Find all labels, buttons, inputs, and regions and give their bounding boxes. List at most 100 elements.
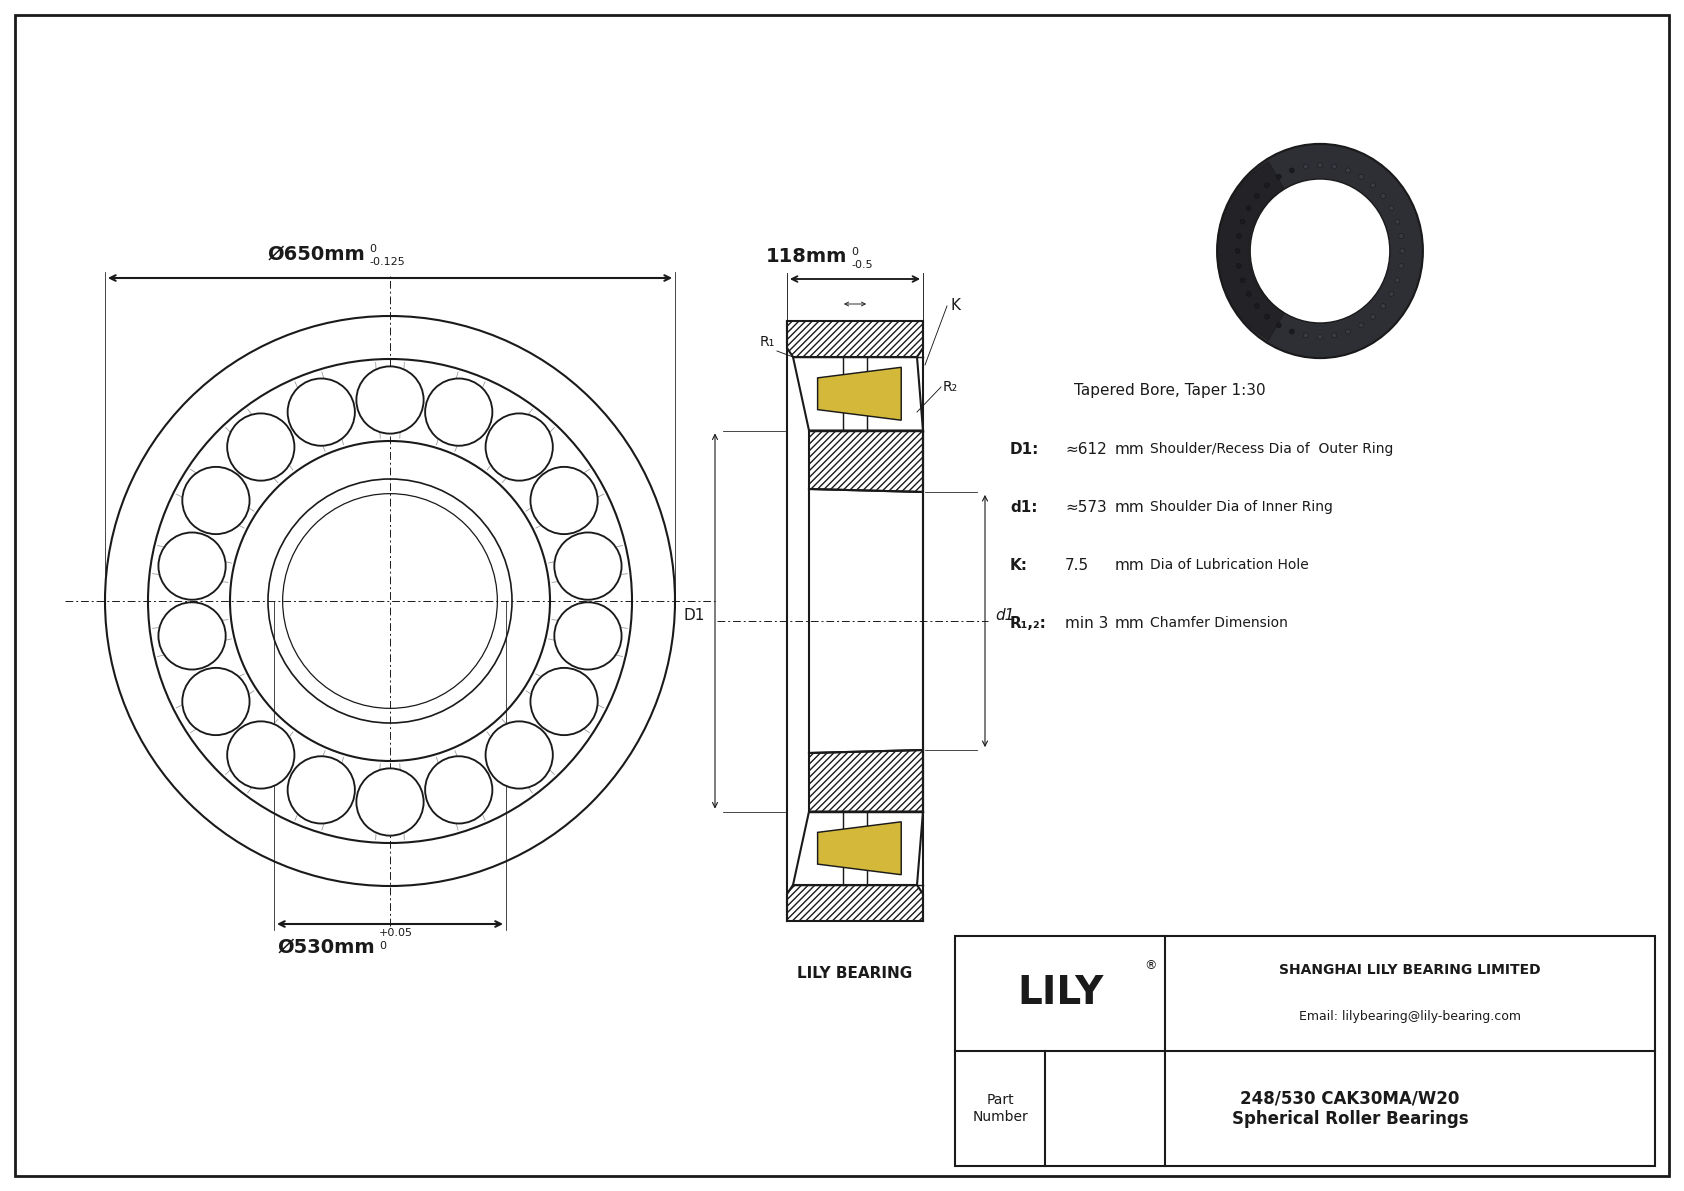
- Circle shape: [182, 467, 249, 534]
- Circle shape: [288, 379, 355, 445]
- Text: d1: d1: [995, 609, 1014, 624]
- Text: mm: mm: [1115, 442, 1145, 456]
- Text: R₁,₂:: R₁,₂:: [1010, 616, 1047, 630]
- Circle shape: [1236, 233, 1241, 238]
- Circle shape: [1239, 278, 1244, 282]
- Text: D1:: D1:: [1010, 442, 1039, 456]
- Ellipse shape: [1218, 144, 1423, 358]
- Text: 0: 0: [369, 244, 376, 254]
- Circle shape: [1255, 193, 1260, 199]
- Text: Chamfer Dimension: Chamfer Dimension: [1150, 616, 1288, 630]
- Circle shape: [1371, 314, 1376, 319]
- Circle shape: [1389, 206, 1394, 211]
- Circle shape: [485, 722, 552, 788]
- Text: LILY BEARING: LILY BEARING: [798, 966, 913, 980]
- Bar: [955, 936, 1655, 1166]
- Text: mm: mm: [1115, 616, 1145, 630]
- Text: Tapered Bore, Taper 1:30: Tapered Bore, Taper 1:30: [1074, 384, 1266, 399]
- Text: Ø530mm: Ø530mm: [278, 939, 376, 958]
- Circle shape: [1399, 233, 1404, 238]
- Text: ≈573: ≈573: [1064, 499, 1106, 515]
- Text: mm: mm: [1115, 557, 1145, 573]
- Circle shape: [1276, 323, 1282, 328]
- Circle shape: [1290, 329, 1295, 335]
- Circle shape: [227, 722, 295, 788]
- Text: mm: mm: [1115, 499, 1145, 515]
- Circle shape: [554, 603, 621, 669]
- Circle shape: [530, 668, 598, 735]
- Ellipse shape: [1250, 179, 1389, 323]
- Circle shape: [1317, 163, 1322, 168]
- Polygon shape: [808, 430, 923, 492]
- Text: Part
Number: Part Number: [972, 1093, 1027, 1123]
- Circle shape: [424, 379, 492, 445]
- Circle shape: [1346, 329, 1351, 335]
- Text: Email: lilybearing@lily-bearing.com: Email: lilybearing@lily-bearing.com: [1298, 1010, 1521, 1023]
- Circle shape: [1276, 174, 1282, 179]
- Circle shape: [1236, 263, 1241, 268]
- Text: +0.05: +0.05: [379, 928, 413, 939]
- Circle shape: [1265, 314, 1270, 319]
- Text: -0.5: -0.5: [850, 260, 872, 270]
- Circle shape: [530, 467, 598, 534]
- Circle shape: [357, 768, 424, 836]
- Circle shape: [1381, 304, 1386, 308]
- Text: 248/530 CAK30MA/W20
Spherical Roller Bearings: 248/530 CAK30MA/W20 Spherical Roller Bea…: [1231, 1089, 1468, 1128]
- Circle shape: [1246, 206, 1251, 211]
- Text: ≈612: ≈612: [1064, 442, 1106, 456]
- Circle shape: [182, 668, 249, 735]
- Circle shape: [1359, 174, 1364, 179]
- Text: 7.5: 7.5: [1064, 557, 1090, 573]
- Circle shape: [158, 603, 226, 669]
- Text: min 3: min 3: [1064, 616, 1108, 630]
- Circle shape: [1317, 335, 1322, 339]
- Circle shape: [1389, 292, 1394, 297]
- Polygon shape: [786, 885, 923, 921]
- Circle shape: [357, 367, 424, 434]
- Circle shape: [1303, 164, 1308, 169]
- Circle shape: [1332, 164, 1337, 169]
- Text: Dia of Lubrication Hole: Dia of Lubrication Hole: [1150, 559, 1308, 572]
- Text: 0: 0: [850, 247, 859, 257]
- Polygon shape: [818, 822, 901, 874]
- Text: Shoulder/Recess Dia of  Outer Ring: Shoulder/Recess Dia of Outer Ring: [1150, 442, 1393, 456]
- Text: 118mm: 118mm: [766, 247, 847, 266]
- Text: -0.125: -0.125: [369, 257, 404, 267]
- Circle shape: [1303, 333, 1308, 338]
- Circle shape: [1255, 304, 1260, 308]
- Circle shape: [1399, 249, 1404, 254]
- Text: 0: 0: [379, 941, 386, 950]
- Circle shape: [1394, 278, 1399, 282]
- Circle shape: [1332, 333, 1337, 338]
- Circle shape: [554, 532, 621, 600]
- Circle shape: [1381, 193, 1386, 199]
- Circle shape: [1399, 263, 1404, 268]
- Circle shape: [1394, 219, 1399, 224]
- Circle shape: [288, 756, 355, 823]
- Polygon shape: [786, 322, 923, 357]
- Polygon shape: [808, 750, 923, 811]
- Circle shape: [1346, 168, 1351, 173]
- Text: K: K: [951, 299, 962, 313]
- Polygon shape: [818, 367, 901, 420]
- Circle shape: [485, 413, 552, 481]
- Circle shape: [1234, 249, 1239, 254]
- Circle shape: [1265, 182, 1270, 188]
- Text: K:: K:: [1010, 557, 1027, 573]
- Text: d1:: d1:: [1010, 499, 1037, 515]
- Circle shape: [158, 532, 226, 600]
- Circle shape: [1359, 323, 1364, 328]
- Text: LILY: LILY: [1017, 974, 1103, 1012]
- Circle shape: [1246, 292, 1251, 297]
- Text: ®: ®: [1143, 959, 1157, 972]
- Text: R₂: R₂: [943, 380, 958, 394]
- Circle shape: [227, 413, 295, 481]
- Circle shape: [424, 756, 492, 823]
- Text: SHANGHAI LILY BEARING LIMITED: SHANGHAI LILY BEARING LIMITED: [1280, 964, 1541, 978]
- Text: Shoulder Dia of Inner Ring: Shoulder Dia of Inner Ring: [1150, 500, 1332, 515]
- Wedge shape: [1218, 162, 1285, 341]
- Text: Ø650mm: Ø650mm: [268, 245, 365, 264]
- Text: R₁: R₁: [759, 335, 775, 349]
- Circle shape: [1239, 219, 1244, 224]
- Circle shape: [1290, 168, 1295, 173]
